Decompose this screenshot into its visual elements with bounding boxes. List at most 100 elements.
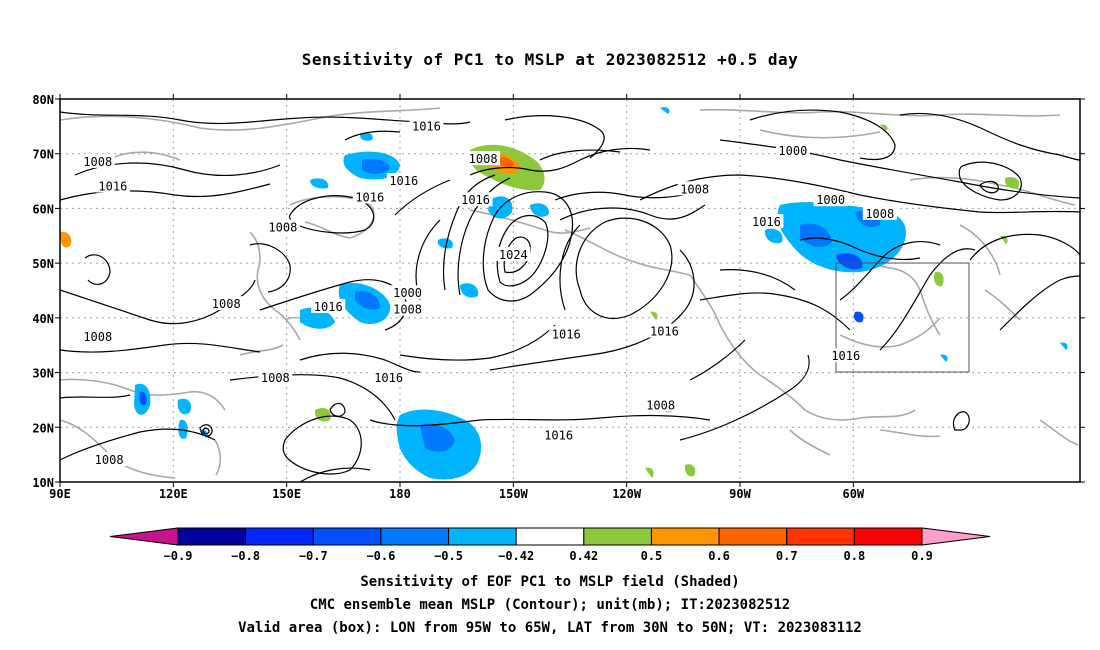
colorbar-tick-label: −0.9 — [164, 549, 193, 563]
colorbar-bin — [245, 527, 314, 546]
contour-label-bg — [386, 173, 421, 188]
coastlines — [60, 107, 1079, 479]
contour-label-bg — [862, 205, 897, 220]
contour-label-bg — [828, 348, 863, 363]
contour-label-bg — [647, 323, 682, 338]
mslp-contours — [60, 109, 1080, 482]
colorbar-bin — [177, 527, 247, 546]
colorbar-bin — [718, 527, 788, 546]
lon-tick-label: 180 — [389, 487, 411, 501]
contour-label: 1016 — [552, 327, 581, 341]
contour-label: 1016 — [831, 349, 860, 363]
colorbar-tick-label: 0.5 — [641, 549, 663, 563]
contour-label-bg — [390, 285, 425, 300]
contour-label: 1016 — [544, 428, 573, 442]
contour-label: 1008 — [268, 221, 297, 235]
colorbar-bin — [650, 527, 720, 546]
colorbar-bin — [515, 527, 585, 546]
contour-label-bg — [258, 370, 293, 385]
contour-label-bg — [95, 178, 130, 193]
colorbar — [109, 527, 991, 546]
contour-label-bg — [409, 118, 444, 133]
map-frame — [59, 98, 1081, 483]
colorbar-tick-label: −0.8 — [231, 549, 260, 563]
colorbar-bin — [786, 527, 855, 546]
contour-label: 1016 — [98, 180, 127, 194]
contour-label-bg — [311, 298, 346, 313]
colorbar-bin — [583, 527, 652, 546]
contour-label: 1008 — [83, 330, 112, 344]
contour-label-bg — [265, 219, 300, 234]
contour-label: 1016 — [461, 193, 490, 207]
lat-tick-label: 10N — [32, 476, 54, 490]
contour-label: 1008 — [469, 152, 498, 166]
contour-label-bg — [775, 142, 810, 157]
caption-shading: Sensitivity of EOF PC1 to MSLP field (Sh… — [360, 574, 740, 590]
contour-label-bg — [541, 427, 576, 442]
lat-tick-label: 50N — [32, 257, 54, 271]
lon-tick-label: 120E — [159, 487, 188, 501]
contour-label-bg — [813, 192, 848, 207]
contour-label: 1008 — [393, 303, 422, 317]
lon-tick-label: 150W — [499, 487, 529, 501]
colorbar-tick-label: 0.42 — [569, 549, 598, 563]
lon-tick-label: 90W — [729, 487, 751, 501]
colorbar-high-triangle — [921, 527, 991, 546]
contour-label: 1024 — [499, 248, 528, 262]
contour-label: 1008 — [95, 453, 124, 467]
colorbar-bin — [448, 527, 517, 546]
lon-tick-label: 120W — [612, 487, 642, 501]
plot-title: Sensitivity of PC1 to MSLP at 2023082512… — [301, 50, 799, 69]
lat-tick-label: 40N — [32, 312, 54, 326]
contour-label: 1016 — [314, 300, 343, 314]
contour-label-layer: 1016 1008 1008 1000 1016 1016 1016 1016 1008 1000… — [80, 118, 897, 467]
colorbar-tick-label: −0.7 — [299, 549, 328, 563]
contour-label: 1016 — [650, 325, 679, 339]
contour-label-bg — [749, 214, 784, 229]
colorbar-bin — [312, 527, 382, 546]
contour-label-bg — [466, 151, 501, 166]
contour-label: 1016 — [752, 215, 781, 229]
lat-tick-label: 80N — [32, 93, 54, 107]
colorbar-bin — [380, 527, 450, 546]
contour-label-bg — [92, 452, 127, 467]
caption-contour: CMC ensemble mean MSLP (Contour); unit(m… — [309, 597, 791, 613]
lat-tick-label: 20N — [32, 421, 54, 435]
colorbar-tick-label: −0.42 — [498, 549, 534, 563]
contour-label-bg — [352, 189, 387, 204]
contour-label-bg — [677, 181, 712, 196]
sensitivity-map: 1016 1008 1008 1000 1016 1016 1016 1016 1008 1000… — [32, 93, 1085, 563]
caption-valid-area: Valid area (box): LON from 95W to 65W, L… — [238, 620, 862, 636]
contour-label-bg — [458, 192, 493, 207]
lat-tick-label: 60N — [32, 202, 54, 216]
lon-tick-label: 150E — [272, 487, 301, 501]
colorbar-low-triangle — [109, 527, 179, 546]
axis-ticks — [55, 94, 1085, 487]
contour-label-bg — [209, 296, 244, 311]
colorbar-tick-label: −0.5 — [434, 549, 463, 563]
contour-label-bg — [80, 329, 115, 344]
colorbar-bin — [853, 527, 923, 546]
contour-label-bg — [549, 326, 584, 341]
contour-label: 1000 — [816, 193, 845, 207]
contour-label-bg — [80, 153, 115, 168]
contour-label: 1008 — [680, 182, 709, 196]
latitude-axis: 80N 70N 60N 50N 40N 30N 20N 10N — [32, 93, 54, 490]
contour-label-bg — [390, 301, 425, 316]
lon-tick-label: 90E — [49, 487, 71, 501]
colorbar-tick-label: 0.6 — [708, 549, 730, 563]
lat-tick-label: 30N — [32, 367, 54, 381]
contour-label: 1000 — [393, 286, 422, 300]
colorbar-tick-label: 0.7 — [776, 549, 798, 563]
valid-area-box — [835, 262, 970, 373]
contour-label: 1008 — [261, 371, 290, 385]
sensitivity-shading — [60, 107, 1068, 480]
lat-tick-label: 70N — [32, 148, 54, 162]
map-gridlines — [60, 99, 1080, 482]
contour-label: 1016 — [374, 371, 403, 385]
contour-label-bg — [643, 397, 678, 412]
contour-label: 1008 — [83, 155, 112, 169]
contour-label: 1008 — [865, 207, 894, 221]
contour-label: 1016 — [412, 119, 441, 133]
colorbar-tick-label: 0.9 — [911, 549, 933, 563]
